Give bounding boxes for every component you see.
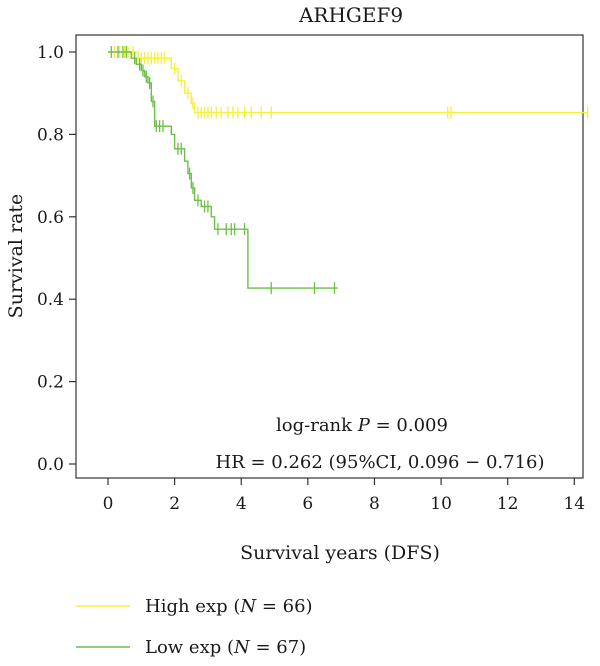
x-tick-label: 10 <box>430 494 452 514</box>
chart-title: ARHGEF9 <box>298 3 403 27</box>
x-tick-label: 14 <box>563 494 585 514</box>
plot-frame <box>75 34 584 479</box>
hazard-ratio-annotation: HR = 0.262 (95%CI, 0.096 − 0.716) <box>216 452 545 473</box>
x-tick-label: 4 <box>236 494 247 514</box>
legend-label: High exp (N = 66) <box>145 596 313 617</box>
y-axis-label: Survival rate <box>5 194 27 319</box>
legend-label: Low exp (N = 67) <box>145 637 306 658</box>
series-low-exp <box>108 46 338 295</box>
legend: High exp (N = 66) Low exp (N = 67) <box>76 596 313 658</box>
x-tick-label: 6 <box>302 494 313 514</box>
y-tick-label: 1.0 <box>37 43 64 63</box>
survival-step-line <box>108 51 588 114</box>
series-high-exp <box>108 46 589 119</box>
x-tick-label: 0 <box>103 494 114 514</box>
survival-curves <box>108 46 589 295</box>
y-tick-label: 0.0 <box>37 455 64 475</box>
x-axis-label: Survival years (DFS) <box>240 542 440 564</box>
y-tick-label: 0.6 <box>37 208 64 228</box>
y-tick-label: 0.8 <box>37 125 64 145</box>
axis-ticks: 0 2 4 6 8 10 12 14 0.0 0.2 0.4 0.6 0.8 1.0 <box>37 43 585 514</box>
y-tick-label: 0.4 <box>37 290 64 310</box>
x-tick-label: 8 <box>369 494 380 514</box>
y-tick-label: 0.2 <box>37 373 64 393</box>
log-rank-annotation: log-rank P = 0.009 <box>276 415 448 436</box>
x-tick-label: 2 <box>169 494 180 514</box>
survival-step-line <box>108 51 338 289</box>
x-tick-label: 12 <box>497 494 519 514</box>
